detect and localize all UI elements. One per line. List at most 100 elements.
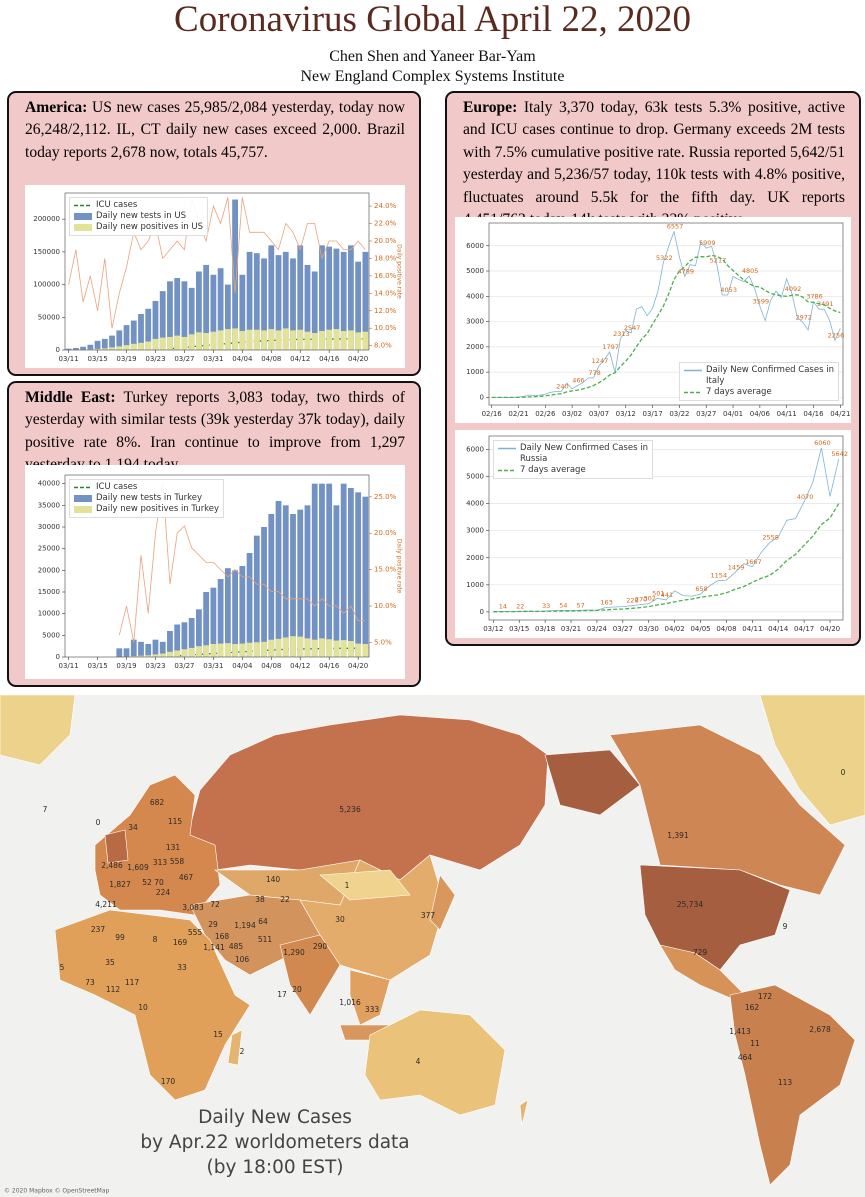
bar: [152, 654, 159, 657]
bar: [304, 505, 311, 657]
data-label: 1797: [602, 343, 619, 351]
map-label: 15: [213, 1030, 223, 1039]
map-label: 729: [693, 948, 708, 957]
legend-swatch: [74, 506, 92, 513]
chart-svg: 0 5000 10000 15000 20000 25000 30000 35000 40000…: [38, 474, 403, 670]
bar: [138, 641, 144, 657]
bar: [275, 255, 282, 350]
bar: [130, 656, 137, 657]
map-label: 112: [106, 985, 121, 994]
chart-svg: 0 1000 2000 3000 4000 5000 6000 03/12 03/15 03/18…: [466, 435, 848, 633]
europe-panel: Europe: Italy 3,370 today, 63k tests 5.3…: [445, 91, 861, 646]
legend-label: Daily New Confirmed Cases in Italy: [706, 365, 834, 386]
map-label: 10: [138, 1003, 148, 1012]
data-label: 2256: [828, 331, 845, 339]
bar: [116, 330, 123, 350]
data-label: 4789: [677, 267, 694, 275]
data-label: 57: [577, 601, 585, 609]
legend: ICU cases Daily new tests in Turkey Daily …: [69, 479, 225, 518]
x-tick-label: 03/23: [145, 662, 165, 670]
x-tick-label: 04/08: [716, 625, 736, 633]
y2-tick-label: 12.0%: [374, 307, 397, 315]
x-tick-label: 03/27: [174, 355, 194, 363]
x-tick-label: 03/12: [483, 625, 503, 633]
map-label: 682: [150, 798, 165, 807]
bar: [152, 300, 159, 350]
bar: [116, 346, 123, 350]
map-credit: © 2020 Mapbox © OpenStreetMap: [4, 1188, 110, 1195]
bar: [101, 338, 108, 350]
bar: [268, 245, 275, 350]
bar: [196, 646, 202, 657]
bar: [159, 291, 166, 350]
legend-label: Daily new positives in US: [96, 222, 204, 232]
map-label: 11: [750, 1039, 760, 1048]
bar: [167, 631, 173, 657]
bar: [174, 650, 181, 657]
x-tick-label: 04/21: [830, 410, 850, 418]
bar: [159, 653, 166, 657]
bar: [196, 332, 202, 350]
y-tick-label: 25000: [38, 545, 60, 553]
x-tick-label: 03/30: [639, 625, 659, 633]
legend-swatch: [74, 486, 92, 489]
legend-swatch: [498, 447, 516, 450]
map-label: 333: [365, 1005, 380, 1014]
bar: [304, 638, 311, 657]
x-tick-label: 04/14: [768, 625, 789, 633]
world-map: 5,2361,39125,73414013068211534701315581,…: [0, 695, 865, 1197]
data-label: 3786: [806, 293, 823, 301]
data-label: 466: [572, 377, 584, 385]
x-tick-label: 04/16: [319, 662, 340, 670]
x-tick-label: 02/16: [482, 410, 503, 418]
data-label: 33: [542, 602, 550, 610]
map-label: 115: [168, 817, 183, 826]
x-tick-label: 04/16: [319, 355, 340, 363]
bar: [123, 345, 130, 350]
y-tick-label: 4000: [466, 500, 484, 508]
bar: [253, 329, 260, 350]
bar: [340, 331, 347, 350]
map-label: 467: [179, 873, 194, 882]
map-label: 5: [60, 963, 65, 972]
map-label: 1: [345, 881, 350, 890]
x-tick-label: 03/24: [587, 625, 608, 633]
legend-label: 7 days average: [520, 465, 586, 475]
map-label: 555: [188, 928, 203, 937]
bar: [94, 348, 101, 350]
bar: [217, 643, 224, 657]
data-label: 4070: [797, 493, 814, 501]
x-tick-label: 03/12: [616, 410, 636, 418]
legend: Daily New Confirmed Cases in Italy 7 days…: [679, 362, 839, 401]
bar: [362, 331, 369, 350]
land: [0, 695, 865, 1186]
data-label: 3491: [817, 300, 834, 308]
bar: [109, 347, 115, 350]
bar: [282, 328, 289, 350]
map-label: 140: [266, 875, 281, 884]
x-tick-label: 04/01: [723, 410, 743, 418]
data-label: 3599: [753, 297, 770, 305]
map-label: 4: [416, 1057, 421, 1066]
bar: [290, 636, 296, 657]
map-label: 22: [280, 895, 290, 904]
bar: [239, 274, 246, 350]
x-tick-label: 04/12: [290, 355, 310, 363]
bar: [210, 274, 217, 350]
bar: [174, 278, 181, 350]
body: US new cases 25,985/2,084 yesterday, tod…: [25, 99, 406, 161]
bar: [253, 642, 260, 657]
legend-swatch: [684, 391, 702, 394]
data-label: 6060: [814, 439, 831, 447]
data-label: 441: [661, 591, 673, 599]
bar: [362, 496, 369, 657]
bar: [217, 579, 224, 657]
bar: [319, 638, 325, 657]
data-label: 1459: [728, 563, 745, 571]
y-tick-label: 3000: [466, 318, 484, 326]
bar: [138, 342, 144, 350]
swatch: [74, 506, 92, 513]
bar: [304, 331, 311, 350]
plot-frame: [64, 192, 370, 351]
